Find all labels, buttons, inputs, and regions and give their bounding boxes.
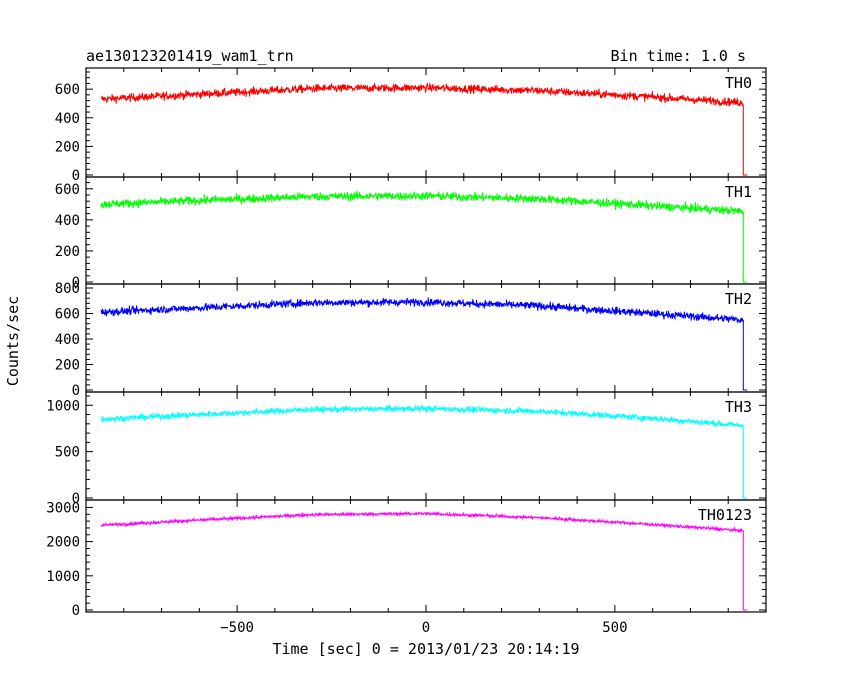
series-th2-line (100, 297, 748, 391)
series-label: TH2 (725, 290, 752, 308)
panel-th2: 0 200 400 600 800 TH2 (55, 281, 767, 399)
series-th0-line (100, 82, 748, 176)
panel-th0: 0 200 400 600 TH0 (55, 67, 767, 184)
panel-frame (85, 283, 767, 393)
panel-frame (85, 67, 767, 178)
y-tick-label: 1000 (46, 569, 80, 585)
y-tick-label: 1000 (46, 398, 80, 414)
series-label: TH0123 (698, 506, 752, 524)
series-th1-line (100, 190, 748, 283)
series-th0123-line (100, 510, 748, 611)
y-tick-label: 200 (55, 358, 80, 374)
y-tick-label: 200 (55, 244, 80, 260)
chart-title: ae130123201419_wam1_trn (86, 47, 294, 65)
y-tick-label: 600 (55, 82, 80, 98)
y-tick-label: 3000 (46, 500, 80, 516)
y-tick-label: 2000 (46, 535, 80, 551)
panel-th0123: 0 1000 2000 3000 TH0123 (46, 499, 767, 619)
panel-frame (85, 499, 767, 613)
y-tick-label: 400 (55, 213, 80, 229)
x-tick-label: −500 (220, 620, 254, 636)
y-tick-label: 400 (55, 332, 80, 348)
y-axis-label: Counts/sec (4, 296, 22, 386)
series-label: TH0 (725, 74, 752, 92)
y-tick-label: 400 (55, 111, 80, 127)
y-tick-label: 200 (55, 139, 80, 155)
x-tick-label: 0 (422, 620, 430, 636)
series-label: TH3 (725, 398, 752, 416)
y-tick-label: 600 (55, 307, 80, 323)
y-tick-label: 0 (72, 275, 80, 291)
y-tick-label: 0 (72, 383, 80, 399)
y-tick-label: 0 (72, 603, 80, 619)
x-tick-label: 500 (602, 620, 627, 636)
y-tick-label: 600 (55, 182, 80, 198)
x-axis: −500 0 500 (220, 620, 627, 636)
x-axis-label: Time [sec] 0 = 2013/01/23 20:14:19 (272, 640, 579, 658)
y-tick-label: 0 (72, 168, 80, 184)
panel-th1: 0 200 400 600 TH1 (55, 176, 767, 291)
series-th3-line (100, 404, 748, 499)
y-tick-label: 500 (55, 445, 80, 461)
y-tick-label: 800 (55, 281, 80, 297)
series-label: TH1 (725, 183, 752, 201)
bin-time-label: Bin time: 1.0 s (611, 47, 746, 65)
panel-th3: 0 500 1000 TH3 (46, 391, 767, 507)
y-tick-label: 0 (72, 491, 80, 507)
